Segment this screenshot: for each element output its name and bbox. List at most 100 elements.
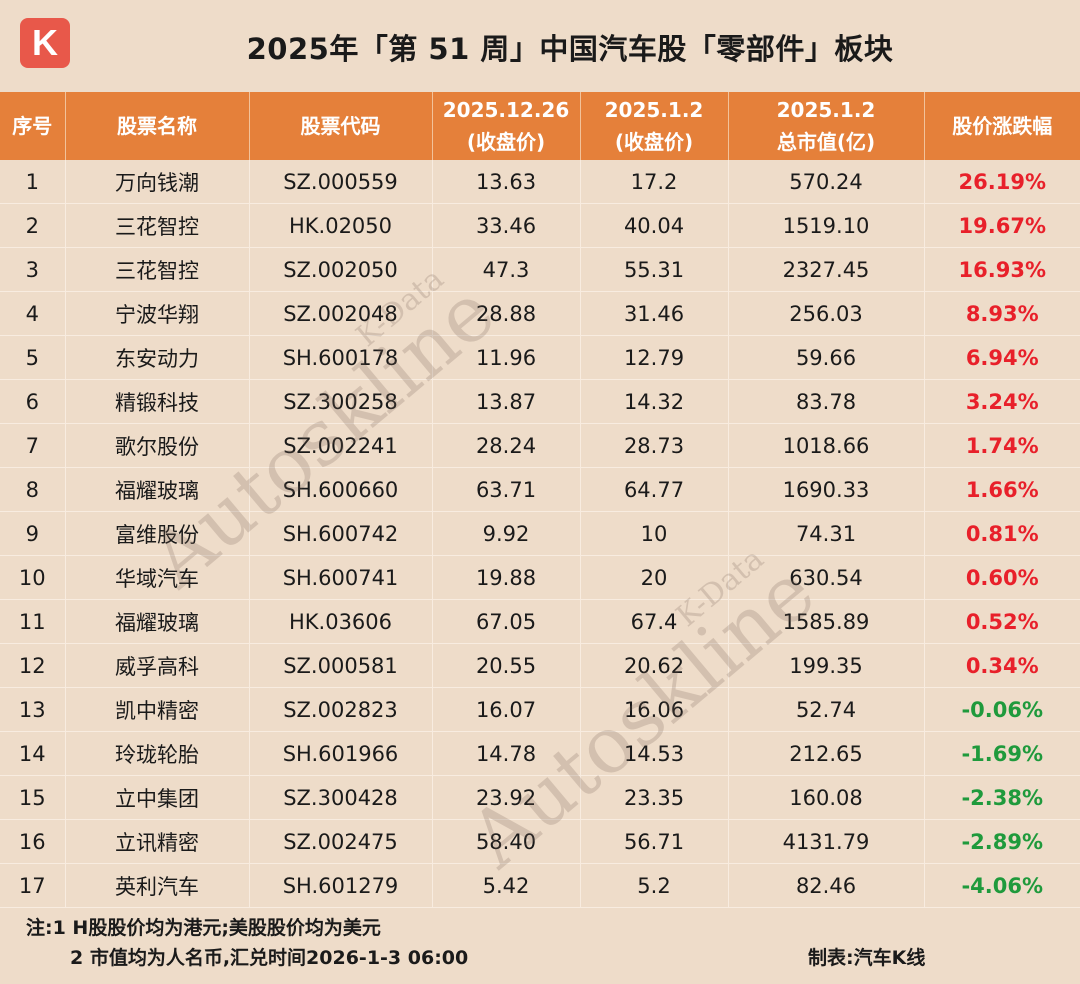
stock-name: 福耀玻璃 — [65, 467, 250, 512]
table-row: 14 玲珑轮胎 SH.601966 14.78 14.53 212.65 -1.69% — [0, 731, 1080, 776]
close-price-0102: 40.04 — [580, 203, 729, 248]
row-number: 11 — [0, 599, 66, 644]
market-cap: 1519.10 — [728, 203, 925, 248]
table-row: 7 歌尔股份 SZ.002241 28.24 28.73 1018.66 1.74% — [0, 423, 1080, 468]
close-price-0102: 31.46 — [580, 291, 729, 336]
price-change: 6.94% — [924, 335, 1080, 380]
stock-name: 宁波华翔 — [65, 291, 250, 336]
stock-code: SH.600178 — [249, 335, 433, 380]
close-price-0102: 56.71 — [580, 819, 729, 864]
row-number: 15 — [0, 775, 66, 820]
table-row: 3 三花智控 SZ.002050 47.3 55.31 2327.45 16.93% — [0, 247, 1080, 292]
price-change: -2.89% — [924, 819, 1080, 864]
stock-name: 万向钱潮 — [65, 160, 250, 204]
col-header-name: 股票名称 — [65, 92, 250, 160]
market-cap: 160.08 — [728, 775, 925, 820]
table-row: 9 富维股份 SH.600742 9.92 10 74.31 0.81% — [0, 511, 1080, 556]
price-change: 1.66% — [924, 467, 1080, 512]
price-change: 0.52% — [924, 599, 1080, 644]
stock-code: SH.601966 — [249, 731, 433, 776]
price-change: 8.93% — [924, 291, 1080, 336]
close-price-1226: 19.88 — [432, 555, 581, 600]
market-cap: 83.78 — [728, 379, 925, 424]
table-row: 11 福耀玻璃 HK.03606 67.05 67.4 1585.89 0.52% — [0, 599, 1080, 644]
market-cap: 2327.45 — [728, 247, 925, 292]
market-cap: 630.54 — [728, 555, 925, 600]
row-number: 1 — [0, 160, 66, 204]
market-cap: 1585.89 — [728, 599, 925, 644]
col-header-sub: 总市值(亿) — [776, 130, 876, 154]
table-row: 4 宁波华翔 SZ.002048 28.88 31.46 256.03 8.93% — [0, 291, 1080, 336]
close-price-0102: 14.53 — [580, 731, 729, 776]
close-price-1226: 58.40 — [432, 819, 581, 864]
close-price-1226: 47.3 — [432, 247, 581, 292]
row-number: 16 — [0, 819, 66, 864]
table-row: 10 华域汽车 SH.600741 19.88 20 630.54 0.60% — [0, 555, 1080, 600]
price-change: 0.81% — [924, 511, 1080, 556]
table-maker: 制表:汽车K线 — [808, 947, 926, 969]
price-change: -2.38% — [924, 775, 1080, 820]
stock-code: SZ.002048 — [249, 291, 433, 336]
row-number: 7 — [0, 423, 66, 468]
col-header-sub: (收盘价) — [614, 130, 694, 154]
row-number: 13 — [0, 687, 66, 732]
stock-name: 东安动力 — [65, 335, 250, 380]
header: K 2025年「第 51 周」中国汽车股「零部件」板块 — [0, 0, 1080, 92]
close-price-0102: 17.2 — [580, 160, 729, 204]
note-line-1: 注:1 H股股价均为港元;美股股价均为美元 — [26, 917, 381, 939]
table-row: 15 立中集团 SZ.300428 23.92 23.35 160.08 -2.38% — [0, 775, 1080, 820]
market-cap: 52.74 — [728, 687, 925, 732]
stock-name: 精锻科技 — [65, 379, 250, 424]
price-change: 1.74% — [924, 423, 1080, 468]
price-change: 0.60% — [924, 555, 1080, 600]
close-price-1226: 13.63 — [432, 160, 581, 204]
close-price-1226: 13.87 — [432, 379, 581, 424]
stock-name: 威孚高科 — [65, 643, 250, 688]
close-price-0102: 23.35 — [580, 775, 729, 820]
close-price-0102: 55.31 — [580, 247, 729, 292]
stock-code: SZ.300428 — [249, 775, 433, 820]
col-header-date: 2025.1.2 — [604, 98, 704, 122]
close-price-0102: 14.32 — [580, 379, 729, 424]
stock-name: 玲珑轮胎 — [65, 731, 250, 776]
page-title: 2025年「第 51 周」中国汽车股「零部件」板块 — [246, 32, 894, 66]
price-change: 3.24% — [924, 379, 1080, 424]
close-price-0102: 10 — [580, 511, 729, 556]
table-body: 1 万向钱潮 SZ.000559 13.63 17.2 570.24 26.19% 2 三花智控… — [0, 160, 1080, 908]
close-price-1226: 33.46 — [432, 203, 581, 248]
col-header-market-cap: 2025.1.2 总市值(亿) — [728, 92, 925, 160]
row-number: 4 — [0, 291, 66, 336]
close-price-1226: 63.71 — [432, 467, 581, 512]
row-number: 17 — [0, 863, 66, 908]
close-price-1226: 28.24 — [432, 423, 581, 468]
row-number: 2 — [0, 203, 66, 248]
stock-name: 福耀玻璃 — [65, 599, 250, 644]
col-header-sub: (收盘价) — [466, 130, 546, 154]
close-price-0102: 20.62 — [580, 643, 729, 688]
table-row: 2 三花智控 HK.02050 33.46 40.04 1519.10 19.67% — [0, 203, 1080, 248]
row-number: 6 — [0, 379, 66, 424]
market-cap: 1018.66 — [728, 423, 925, 468]
table-row: 17 英利汽车 SH.601279 5.42 5.2 82.46 -4.06% — [0, 863, 1080, 908]
stock-code: SZ.300258 — [249, 379, 433, 424]
row-number: 9 — [0, 511, 66, 556]
stock-name: 立中集团 — [65, 775, 250, 820]
note-line-2: 2 市值均为人名币,汇兑时间2026-1-3 06:00 — [70, 947, 469, 969]
table-row: 16 立讯精密 SZ.002475 58.40 56.71 4131.79 -2.89% — [0, 819, 1080, 864]
market-cap: 82.46 — [728, 863, 925, 908]
stock-code: SH.600742 — [249, 511, 433, 556]
table-row: 5 东安动力 SH.600178 11.96 12.79 59.66 6.94% — [0, 335, 1080, 380]
table-row: 6 精锻科技 SZ.300258 13.87 14.32 83.78 3.24% — [0, 379, 1080, 424]
stock-name: 三花智控 — [65, 247, 250, 292]
market-cap: 1690.33 — [728, 467, 925, 512]
stock-code: SH.600660 — [249, 467, 433, 512]
stock-name: 立讯精密 — [65, 819, 250, 864]
footnotes: 注:1 H股股价均为港元;美股股价均为美元 2 市值均为人名币,汇兑时间2026… — [0, 895, 1080, 984]
close-price-1226: 5.42 — [432, 863, 581, 908]
close-price-1226: 67.05 — [432, 599, 581, 644]
col-header-close-0102: 2025.1.2 (收盘价) — [580, 92, 729, 160]
close-price-0102: 28.73 — [580, 423, 729, 468]
table-header-row: 序号 股票名称 股票代码 2025.12.26 (收盘价) 2025.1.2 (收盘… — [0, 92, 1080, 160]
stock-table: 序号 股票名称 股票代码 2025.12.26 (收盘价) 2025.1.2 (收盘… — [0, 92, 1080, 908]
close-price-0102: 67.4 — [580, 599, 729, 644]
